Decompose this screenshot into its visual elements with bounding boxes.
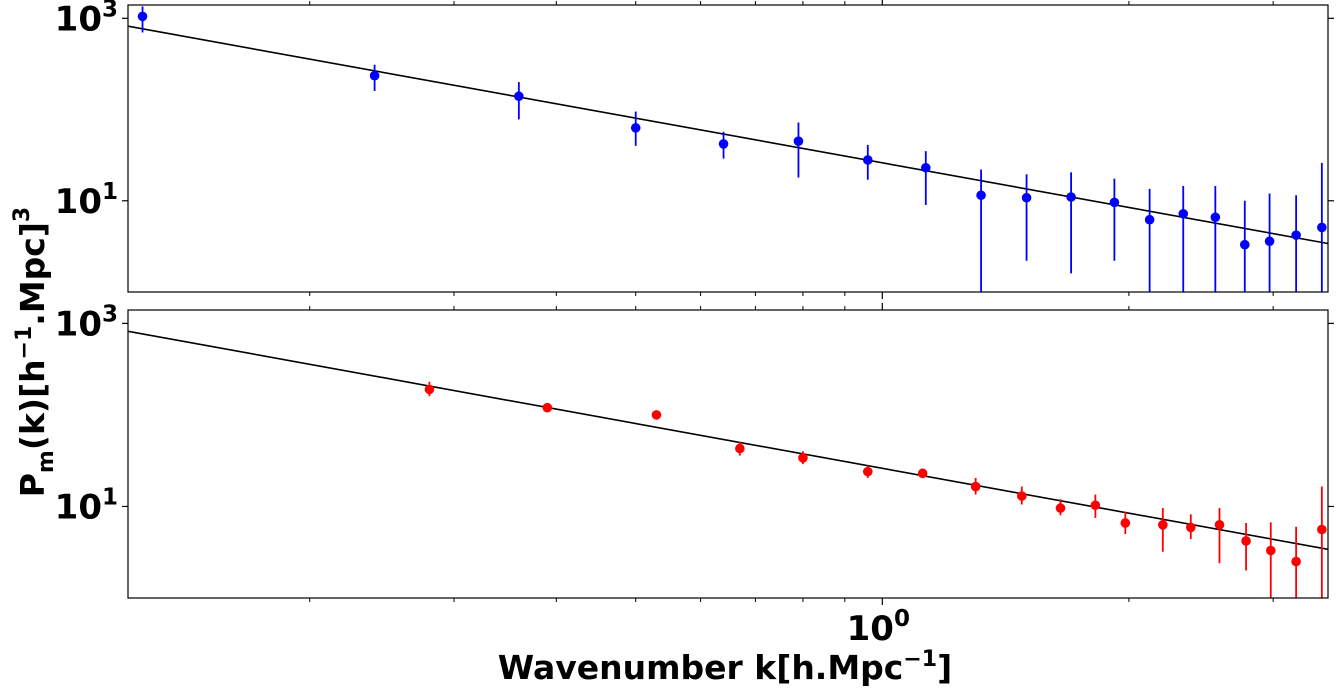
data-point [137, 11, 148, 22]
data-point [976, 190, 986, 201]
x-tick-exponent: 0 [894, 606, 910, 632]
data-point [917, 468, 928, 479]
data-point [1291, 556, 1301, 567]
x-axis-label: Wavenumber k[h.Mpc−1] [498, 647, 952, 687]
y-tick-base: 10 [55, 487, 102, 527]
model-fit-line [128, 330, 1328, 551]
y-tick-label: 103 [55, 301, 118, 344]
x-tick-base: 10 [847, 609, 894, 649]
y-tick-exponent: 3 [102, 0, 118, 22]
data-point [1239, 239, 1250, 250]
data-point [1055, 503, 1066, 513]
data-point [1264, 236, 1275, 247]
data-point [630, 123, 641, 133]
data-point [1241, 536, 1251, 546]
y-tick-exponent: 3 [102, 301, 118, 327]
plot-frame [127, 309, 1329, 599]
data-point [1210, 212, 1221, 223]
y-tick-base: 10 [55, 304, 102, 344]
x-label-close: ] [937, 648, 952, 687]
y-tick-base: 10 [55, 182, 102, 222]
y-label-p: P [13, 473, 52, 497]
data-point [735, 443, 745, 454]
y-axis-label: Pm(k)[h−1.Mpc]3 [10, 207, 59, 498]
y-label-exponent: −1 [12, 326, 37, 360]
data-point [920, 162, 931, 173]
plot-frame [127, 4, 1329, 293]
data-point [1021, 192, 1032, 203]
data-point [1178, 208, 1189, 219]
data-point [1214, 520, 1225, 530]
data-point [862, 155, 873, 165]
data-point [651, 410, 662, 420]
data-point [1317, 222, 1327, 233]
y-label-mid: (k)[h [13, 359, 52, 450]
data-point [1291, 230, 1301, 240]
data-point [798, 453, 808, 463]
y-tick-exponent: 1 [102, 179, 118, 205]
y-label-subscript: m [34, 450, 59, 473]
data-point [1090, 500, 1101, 511]
data-point [1109, 197, 1120, 208]
data-point [970, 481, 981, 492]
data-point [1185, 522, 1196, 533]
data-point [369, 70, 380, 81]
data-point [862, 466, 873, 477]
x-tick-label: 100 [847, 606, 910, 649]
data-point [1317, 524, 1327, 535]
data-point [718, 139, 729, 149]
x-label-exponent: −1 [903, 647, 937, 672]
plot-area [128, 330, 1328, 598]
data-point [793, 136, 804, 146]
y-label-cube: 3 [10, 207, 35, 222]
data-point [514, 91, 524, 102]
data-point [1016, 491, 1027, 501]
data-point [1120, 518, 1131, 528]
y-tick-label: 101 [55, 484, 118, 527]
data-point [1144, 214, 1155, 225]
plot-area [128, 6, 1328, 292]
y-tick-label: 103 [55, 0, 118, 39]
y-tick-base: 10 [55, 0, 102, 39]
data-point [542, 402, 553, 413]
model-fit-line [128, 25, 1328, 245]
data-point [1265, 545, 1276, 556]
y-label-tail: .Mpc] [13, 222, 52, 326]
data-point [1158, 520, 1168, 530]
x-label-main: Wavenumber k[h.Mpc [498, 648, 904, 687]
y-tick-exponent: 1 [102, 484, 118, 510]
data-point [424, 384, 435, 395]
y-tick-label: 101 [55, 179, 118, 222]
data-point [1066, 192, 1076, 202]
